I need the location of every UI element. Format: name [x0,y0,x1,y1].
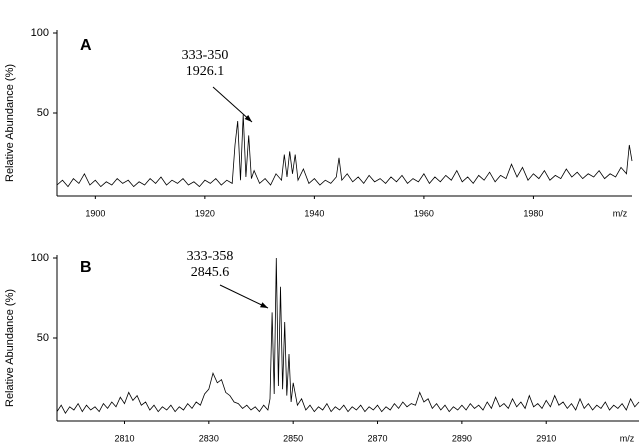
annotation-arrow [212,86,253,123]
annotation: 2845.6 [191,265,230,280]
x-axis-label: m/z [620,433,635,443]
y-tick-label: 100 [31,252,49,264]
spectrum-line [56,257,640,414]
annotation-arrow [219,284,269,309]
x-tick-label: 1920 [195,208,215,218]
x-axis-label: m/z [613,208,628,218]
y-axis-label: Relative Abundance (%) [4,289,16,407]
annotation: 333-350 [182,48,229,63]
x-tick-label: 1960 [414,208,434,218]
y-tick-label: 50 [37,107,49,119]
annotation: 1926.1 [186,64,225,79]
x-tick-label: 1980 [523,208,543,218]
x-tick-label: 2910 [536,433,556,443]
panel-label: A [80,37,92,54]
x-tick-label: 2830 [199,433,219,443]
y-axis-label: Relative Abundance (%) [4,64,16,182]
y-tick-label: 50 [37,332,49,344]
panel-label: B [80,259,92,276]
x-tick-label: 1940 [304,208,324,218]
annotation: 333-358 [187,249,234,264]
x-tick-label: 2890 [452,433,472,443]
x-tick-label: 2810 [114,433,134,443]
spectrum-line [56,114,633,188]
y-tick-label: 100 [31,27,49,39]
x-tick-label: 1900 [85,208,105,218]
x-tick-label: 2850 [283,433,303,443]
x-tick-label: 2870 [368,433,388,443]
arrow-head [260,302,268,308]
arrow-head [244,114,252,122]
